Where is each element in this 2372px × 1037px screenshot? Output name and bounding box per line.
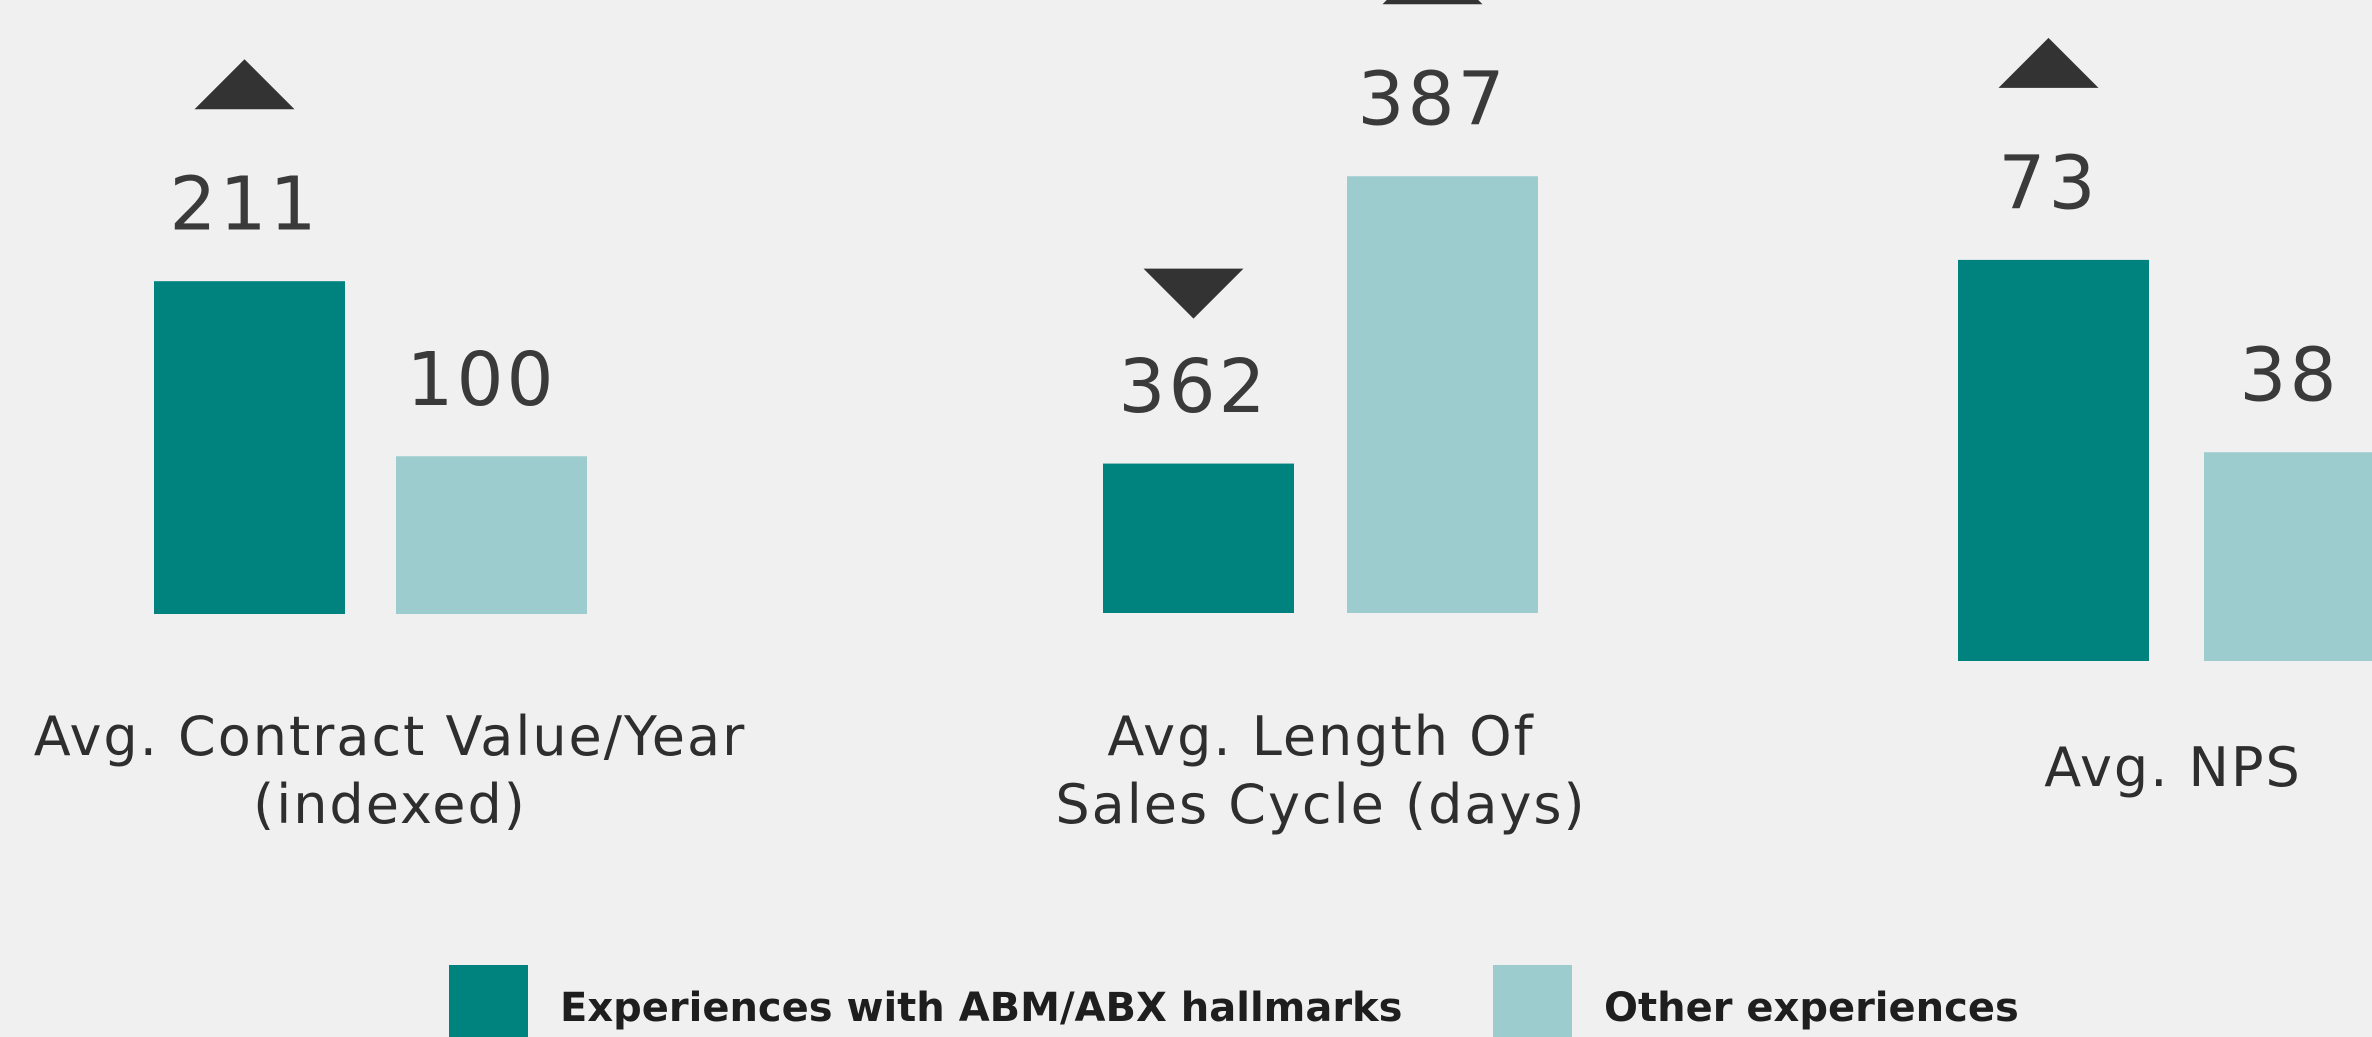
arrow-down [1143,268,1244,319]
legend-label: Experiences with ABM/ABX hallmarks [560,985,1402,1031]
value-label: 38 [2239,333,2339,419]
bar [1103,463,1294,613]
value-label: 387 [1357,57,1507,143]
bar [154,281,345,614]
bar [396,456,587,614]
bar [1958,259,2149,661]
category-label: Avg. Length Of Sales Cycle (days) [1055,705,1587,836]
legend-label: Other experiences [1604,985,2019,1031]
bar [1347,176,1538,613]
arrow-up [194,59,295,110]
bar [2204,452,2372,661]
value-label: 362 [1118,344,1268,430]
category-label: Avg. Contract Value/Year (indexed) [33,705,747,836]
legend-swatch [449,965,528,1037]
arrow-up [1382,0,1483,5]
legend-swatch [1493,965,1572,1037]
value-label: 211 [169,162,319,248]
value-label: 100 [406,337,556,423]
arrow-up [1998,37,2099,88]
category-label: Avg. NPS [2044,736,2302,799]
value-label: 73 [1998,140,2098,226]
